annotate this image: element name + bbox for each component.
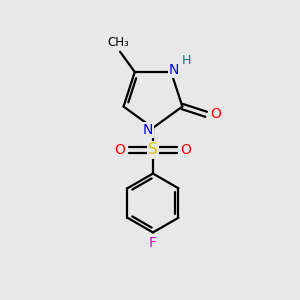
Text: S: S <box>148 142 158 158</box>
Text: O: O <box>181 143 191 157</box>
Text: O: O <box>115 143 125 157</box>
Text: CH₃: CH₃ <box>108 36 130 49</box>
Text: F: F <box>149 236 157 250</box>
Text: O: O <box>210 107 221 121</box>
Text: H: H <box>182 54 191 67</box>
Text: N: N <box>169 63 179 76</box>
Text: N: N <box>142 123 153 137</box>
